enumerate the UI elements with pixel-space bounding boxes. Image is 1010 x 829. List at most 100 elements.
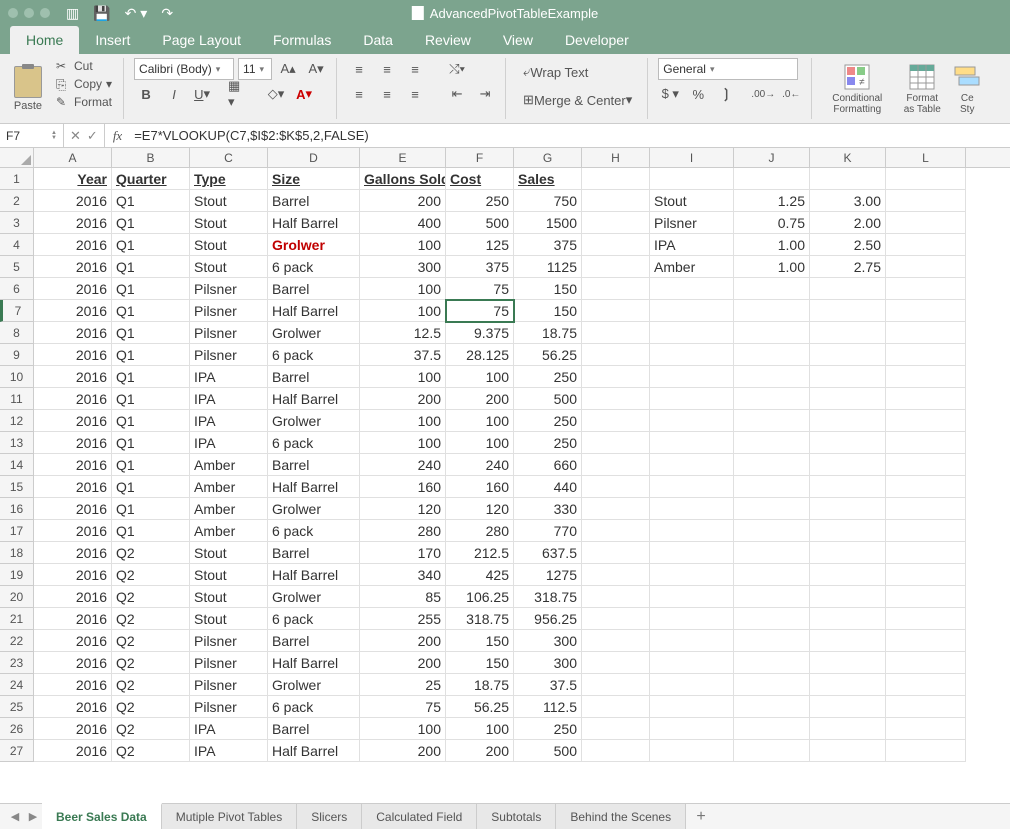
align-middle-button[interactable]: ≡ [375, 58, 399, 80]
cell[interactable]: Q1 [112, 388, 190, 410]
cell[interactable]: Q2 [112, 608, 190, 630]
sheet-tab[interactable]: Behind the Scenes [556, 804, 686, 829]
italic-button[interactable]: I [162, 83, 186, 105]
cell[interactable]: Q1 [112, 256, 190, 278]
cell[interactable]: Pilsner [190, 630, 268, 652]
row-header[interactable]: 4 [0, 234, 34, 256]
select-all-corner[interactable] [0, 148, 34, 167]
cell[interactable] [810, 498, 886, 520]
column-header-B[interactable]: B [112, 148, 190, 167]
cell[interactable]: 250 [514, 432, 582, 454]
row-header[interactable]: 16 [0, 498, 34, 520]
cell[interactable] [650, 168, 734, 190]
cell[interactable]: 160 [360, 476, 446, 498]
cell[interactable]: Grolwer [268, 674, 360, 696]
cell[interactable] [886, 476, 966, 498]
cell[interactable]: 2.75 [810, 256, 886, 278]
cell[interactable]: 2016 [34, 542, 112, 564]
cell[interactable]: 200 [360, 740, 446, 762]
row-header[interactable]: 9 [0, 344, 34, 366]
cell[interactable]: IPA [190, 410, 268, 432]
cell[interactable] [734, 520, 810, 542]
row-header[interactable]: 8 [0, 322, 34, 344]
column-header-D[interactable]: D [268, 148, 360, 167]
cell[interactable]: Pilsner [190, 674, 268, 696]
cell[interactable]: 2016 [34, 652, 112, 674]
cell[interactable]: 500 [446, 212, 514, 234]
cell[interactable]: Barrel [268, 366, 360, 388]
cell[interactable]: 150 [514, 300, 582, 322]
cell[interactable]: 75 [446, 278, 514, 300]
cell[interactable] [810, 586, 886, 608]
decrease-decimal-button[interactable]: .0← [779, 83, 803, 105]
cell[interactable]: Stout [190, 212, 268, 234]
cell[interactable] [650, 674, 734, 696]
cell[interactable]: 9.375 [446, 322, 514, 344]
cell[interactable] [886, 674, 966, 696]
row-header[interactable]: 22 [0, 630, 34, 652]
cell[interactable]: 2016 [34, 454, 112, 476]
conditional-formatting-button[interactable]: ≠ ConditionalFormatting [822, 58, 892, 119]
cell[interactable] [582, 564, 650, 586]
cell[interactable] [886, 212, 966, 234]
cell[interactable] [810, 696, 886, 718]
qat-icon-1[interactable]: ▥ [66, 5, 79, 22]
cell[interactable] [650, 498, 734, 520]
save-icon[interactable]: 💾 [93, 5, 110, 22]
cell[interactable] [810, 366, 886, 388]
cell[interactable]: 1.00 [734, 234, 810, 256]
cell[interactable] [650, 740, 734, 762]
cell[interactable]: 300 [514, 652, 582, 674]
column-header-J[interactable]: J [734, 148, 810, 167]
column-header-G[interactable]: G [514, 148, 582, 167]
cell[interactable] [886, 718, 966, 740]
cell[interactable] [734, 630, 810, 652]
cell[interactable]: 75 [446, 300, 514, 322]
cell[interactable]: 240 [446, 454, 514, 476]
column-header-H[interactable]: H [582, 148, 650, 167]
font-size-select[interactable]: 11 [238, 58, 272, 80]
cell[interactable]: 6 pack [268, 608, 360, 630]
cell[interactable]: 2016 [34, 410, 112, 432]
cell[interactable]: IPA [190, 718, 268, 740]
cell[interactable]: Amber [190, 476, 268, 498]
cell[interactable]: 2016 [34, 212, 112, 234]
cell[interactable] [810, 300, 886, 322]
cell[interactable]: 330 [514, 498, 582, 520]
font-color-button[interactable]: A▾ [292, 83, 316, 105]
paste-button[interactable]: Paste [6, 58, 50, 119]
cell[interactable] [582, 542, 650, 564]
cell[interactable]: IPA [650, 234, 734, 256]
cell[interactable]: Stout [190, 564, 268, 586]
cell[interactable] [582, 388, 650, 410]
cell[interactable]: Q1 [112, 476, 190, 498]
cell[interactable] [582, 608, 650, 630]
cell[interactable]: 1500 [514, 212, 582, 234]
format-as-table-button[interactable]: Formatas Table [895, 58, 949, 119]
cell[interactable]: Q2 [112, 696, 190, 718]
align-left-button[interactable]: ≡ [347, 83, 371, 105]
cell[interactable]: Stout [190, 586, 268, 608]
sheet-tab[interactable]: Calculated Field [362, 804, 477, 829]
cell[interactable]: Cost [446, 168, 514, 190]
cell[interactable] [734, 718, 810, 740]
cell[interactable] [886, 740, 966, 762]
cell[interactable]: Stout [190, 542, 268, 564]
cell[interactable]: Barrel [268, 718, 360, 740]
cell[interactable] [886, 696, 966, 718]
row-header[interactable]: 18 [0, 542, 34, 564]
cell[interactable]: 6 pack [268, 256, 360, 278]
cell[interactable]: Q1 [112, 344, 190, 366]
cell[interactable] [886, 278, 966, 300]
cell[interactable]: Q2 [112, 740, 190, 762]
align-center-button[interactable]: ≡ [375, 83, 399, 105]
cell[interactable]: 100 [360, 234, 446, 256]
cell[interactable]: Amber [190, 520, 268, 542]
cell[interactable]: 2016 [34, 366, 112, 388]
cell[interactable] [886, 564, 966, 586]
cell[interactable] [582, 454, 650, 476]
cell[interactable] [734, 498, 810, 520]
borders-button[interactable]: ▦ ▾ [227, 83, 251, 105]
column-header-L[interactable]: L [886, 148, 966, 167]
cell[interactable] [734, 696, 810, 718]
